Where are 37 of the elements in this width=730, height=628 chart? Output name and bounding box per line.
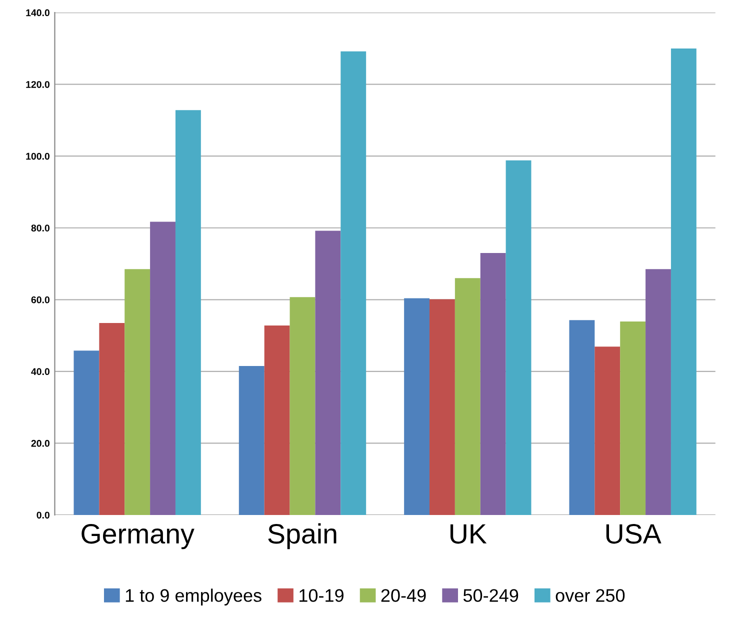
bar bbox=[670, 48, 696, 515]
bar bbox=[620, 322, 646, 515]
y-tick-label: 140.0 bbox=[26, 9, 50, 16]
bar bbox=[264, 325, 290, 515]
bar bbox=[430, 299, 455, 515]
y-tick-label: 100.0 bbox=[26, 152, 50, 160]
bar bbox=[238, 366, 264, 515]
bar bbox=[175, 110, 201, 515]
y-tick-label: 60.0 bbox=[31, 296, 50, 304]
x-tick-label: Germany bbox=[82, 524, 194, 550]
bar bbox=[646, 269, 671, 515]
bar bbox=[594, 346, 620, 515]
legend-label: 20-49 bbox=[381, 589, 426, 602]
y-tick-label: 20.0 bbox=[31, 440, 50, 447]
x-tick-label: USA bbox=[606, 524, 662, 544]
bar bbox=[569, 320, 595, 515]
bar bbox=[404, 298, 430, 515]
legend-label: over 250 bbox=[556, 589, 625, 602]
bar bbox=[74, 350, 100, 515]
y-tick-label: 80.0 bbox=[31, 224, 50, 232]
bar bbox=[99, 322, 125, 515]
legend-label: 50-249 bbox=[463, 589, 518, 602]
bar bbox=[150, 222, 176, 515]
bar bbox=[124, 269, 150, 515]
x-tick-label: Spain bbox=[268, 523, 336, 550]
bar bbox=[290, 297, 316, 515]
y-tick-label: 40.0 bbox=[31, 368, 50, 376]
y-tick-label: 120.0 bbox=[26, 81, 50, 88]
legend-label: 1 to 9 employees bbox=[126, 588, 262, 606]
legend-label: 10-19 bbox=[300, 589, 344, 602]
x-tick-label: UK bbox=[450, 524, 487, 544]
bar bbox=[480, 252, 506, 515]
bar bbox=[315, 230, 341, 515]
bar bbox=[340, 51, 366, 515]
bar bbox=[454, 278, 480, 515]
y-tick-label: 0.0 bbox=[36, 512, 50, 519]
bar bbox=[506, 160, 532, 515]
